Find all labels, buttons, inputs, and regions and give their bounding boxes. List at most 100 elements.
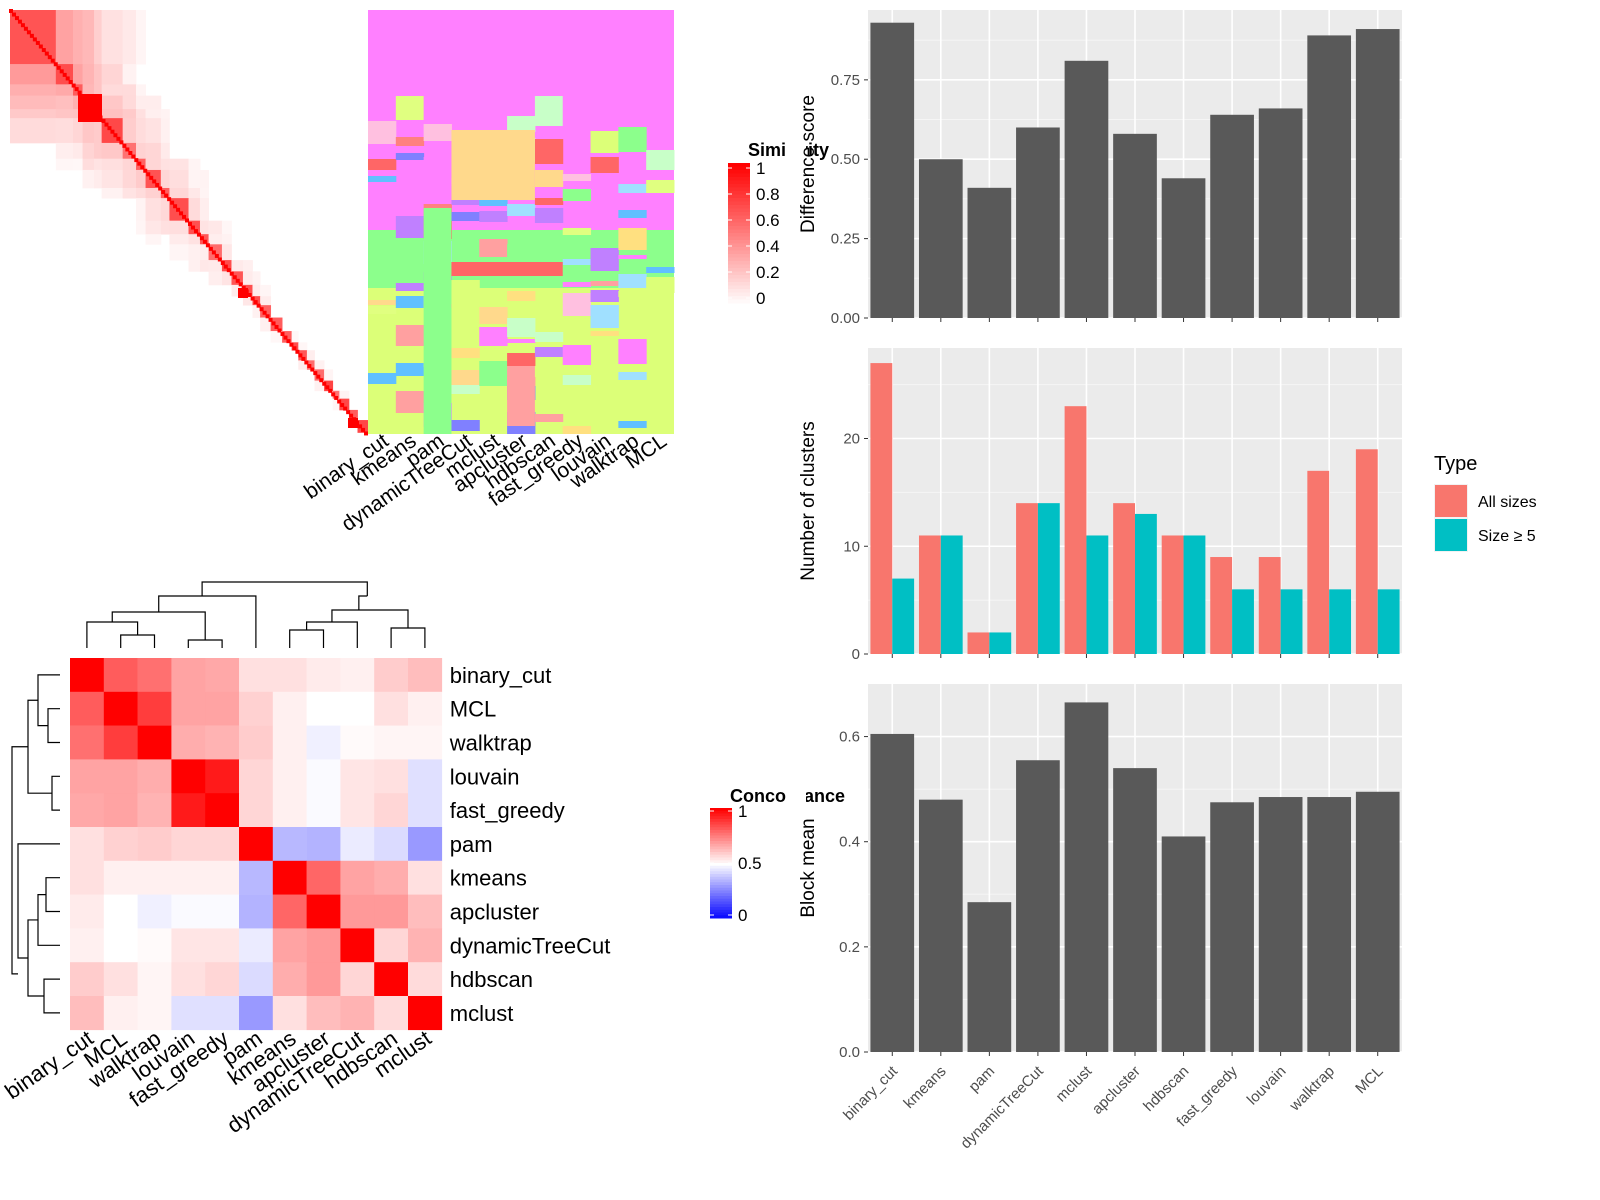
similarity-block: [55, 118, 74, 144]
concordance-cell: [374, 860, 409, 895]
similarity-block: [94, 169, 103, 189]
similarity-diagonal-cell: [188, 222, 192, 226]
concordance-legend-step: [710, 912, 732, 916]
similarity-diagonal-cell: [283, 335, 288, 340]
similarity-legend-label: 0.6: [756, 211, 780, 230]
concordance-legend-step: [710, 882, 732, 886]
concordance-cell: [340, 860, 375, 895]
similarity-legend-step: [728, 271, 750, 276]
concordance-cell: [103, 996, 138, 1031]
similarity-block: [260, 296, 272, 306]
concordance-row-label: fast_greedy: [450, 798, 565, 823]
similarity-diagonal-cell: [316, 374, 321, 379]
assignment-cell: [479, 211, 508, 222]
concordance-legend-label: 0.5: [738, 854, 762, 873]
similarity-diagonal-cell: [140, 165, 145, 170]
similarity-block: [231, 260, 244, 272]
y-tick-label: 0.2: [839, 939, 860, 956]
similarity-block: [221, 220, 232, 235]
concordance-cell: [408, 928, 443, 963]
similarity-diagonal-cell: [340, 403, 345, 408]
similarity-block: [101, 158, 124, 171]
assignment-cell: [368, 198, 397, 209]
similarity-diagonal-cell: [104, 122, 109, 127]
similarity-legend-step: [728, 278, 750, 283]
y-tick-label: 20: [843, 431, 860, 448]
similarity-block: [188, 234, 201, 245]
similarity-diagonal-cell: [29, 33, 34, 38]
assignment-cell: [451, 262, 563, 276]
similarity-diagonal-cell: [125, 147, 130, 152]
assignment-cell: [368, 159, 397, 170]
similarity-legend-step: [728, 166, 750, 171]
dendrogram-branch: [158, 595, 257, 648]
similarity-block: [10, 95, 57, 110]
concordance-cell: [408, 658, 443, 693]
concordance-cell: [171, 928, 206, 963]
concordance-cell: [137, 962, 172, 997]
similarity-legend-step: [728, 250, 750, 255]
similarity-block: [199, 260, 209, 272]
concordance-legend-step: [710, 830, 732, 834]
concordance-legend-step: [710, 863, 732, 867]
concordance-cell: [205, 962, 240, 997]
similarity-block: [136, 118, 146, 144]
similarity-diagonal-cell: [170, 200, 175, 205]
similarity-block: [324, 369, 334, 382]
bar-all-sizes: [967, 632, 990, 654]
similarity-diagonal-cell: [232, 275, 237, 280]
similarity-diagonal-cell: [155, 182, 160, 187]
similarity-block: [242, 296, 253, 306]
y-tick-label: 0.25: [831, 231, 860, 248]
similarity-block: [122, 169, 137, 189]
assignment-cell: [590, 281, 619, 286]
similarity-diagonal-cell: [214, 253, 219, 258]
concordance-cell: [408, 759, 443, 794]
similarity-diagonal-cell: [274, 324, 279, 329]
similarity-diagonal-cell: [56, 65, 61, 70]
similarity-legend-step: [728, 177, 750, 181]
similarity-diagonal-cell: [346, 410, 351, 415]
similarity-block: [122, 187, 137, 199]
assignment-cell: [618, 421, 647, 428]
similarity-diagonal-cell: [9, 9, 13, 13]
assignment-cell: [646, 277, 675, 293]
concordance-cell: [171, 827, 206, 862]
similarity-legend-bar: 1 0.8 0.6 0.4 0.2 0: [728, 130, 806, 308]
concordance-cell: [408, 894, 443, 929]
similarity-diagonal-cell: [193, 229, 198, 234]
concordance-cell: [340, 759, 375, 794]
similarity-diagonal-cell: [179, 211, 184, 216]
similarity-diagonal-cell: [298, 353, 303, 358]
concordance-cell: [70, 894, 105, 929]
concordance-cell: [374, 793, 409, 828]
legend-mask: [786, 776, 806, 816]
assignment-cell: [618, 184, 647, 193]
concordance-cell: [137, 691, 172, 726]
similarity-diagonal-cell: [190, 225, 195, 230]
similarity-block: [199, 244, 209, 261]
assignment-cell: [479, 361, 508, 386]
similarity-block: [242, 271, 253, 286]
similarity-diagonal-cell: [259, 307, 264, 312]
legend-label: All sizes: [1478, 494, 1537, 511]
concordance-legend-step: [710, 838, 732, 842]
assignment-cell: [451, 212, 480, 221]
bar: [870, 733, 915, 1052]
similarity-legend-step: [728, 289, 750, 293]
similarity-block: [101, 95, 124, 110]
concordance-cell: [70, 725, 105, 760]
similarity-diagonal-cell: [307, 364, 312, 368]
concordance-legend-label: 1: [738, 802, 747, 821]
assignment-cell: [590, 290, 619, 302]
concordance-legend-step: [710, 898, 732, 902]
similarity-block: [260, 317, 272, 332]
assignment-cell: [451, 130, 535, 200]
concordance-cell: [272, 827, 307, 862]
concordance-legend-step: [710, 885, 732, 889]
similarity-diagonal-cell: [349, 413, 354, 418]
assignment-cell: [507, 353, 536, 366]
assignment-cell: [451, 420, 480, 431]
similarity-diagonal-cell: [223, 264, 228, 269]
assignment-cell: [562, 259, 592, 265]
